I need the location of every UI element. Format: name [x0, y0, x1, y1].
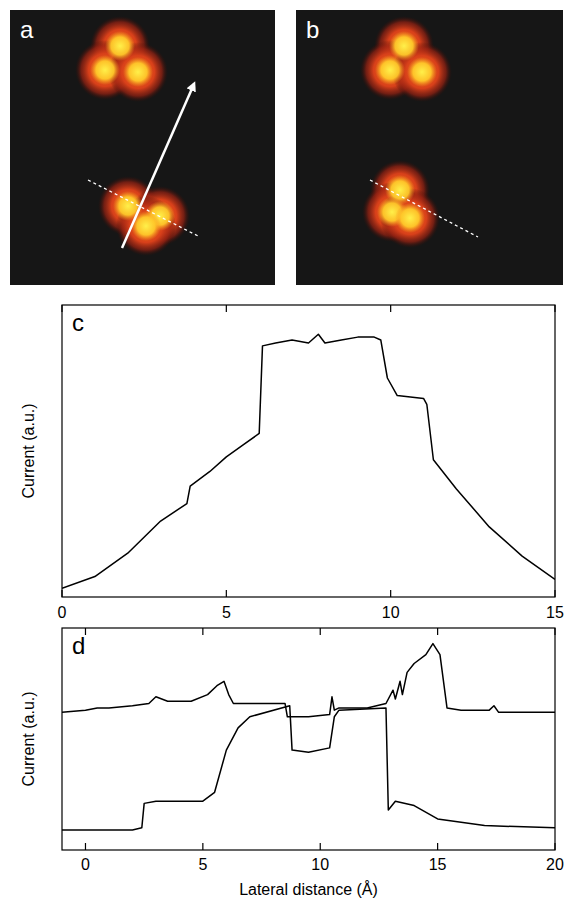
x-tick-top: [320, 628, 321, 635]
panel-label: d: [72, 632, 85, 659]
x-tick: [437, 843, 438, 850]
image-panel: b: [296, 10, 563, 285]
x-tick-top: [202, 628, 203, 635]
x-tick-top: [437, 628, 438, 635]
image-content: [75, 16, 200, 256]
data-line: [62, 706, 555, 830]
x-tick-label: 10: [382, 604, 400, 621]
x-tick: [61, 590, 62, 597]
x-tick: [226, 590, 227, 597]
x-tick-label: 15: [429, 856, 447, 873]
data-line: [62, 644, 555, 717]
image-background: [10, 10, 275, 285]
line-panel: 0 5 10 15 20 Current (a.u.) Lateral distance (…: [20, 628, 564, 898]
x-tick: [390, 590, 391, 597]
molecule-lobe: [395, 203, 425, 233]
image-content: [360, 16, 478, 248]
y-axis-title: Current (a.u.): [20, 691, 37, 786]
x-tick-label: 20: [546, 856, 564, 873]
x-tick-label: 10: [311, 856, 329, 873]
x-tick-label: 0: [81, 856, 90, 873]
y-axis-title: Current (a.u.): [20, 403, 37, 498]
plot-frame: [62, 305, 555, 597]
x-tick: [202, 843, 203, 850]
x-axis-title: Lateral distance (Å): [239, 880, 378, 898]
manipulation-arrow: [122, 84, 194, 248]
x-tick-top: [554, 628, 555, 635]
plot-data: [62, 334, 555, 588]
x-tick: [554, 843, 555, 850]
molecule-lobe: [90, 55, 120, 85]
profile-line: [370, 180, 478, 237]
plot-data: [62, 644, 555, 830]
x-tick-top: [554, 305, 555, 312]
x-tick-label: 5: [198, 856, 207, 873]
data-line: [62, 334, 555, 588]
x-tick: [85, 843, 86, 850]
image-background: [296, 10, 563, 285]
x-tick-top: [226, 305, 227, 312]
panel-label: a: [20, 16, 34, 43]
figure: a b 0 5 10 15 Current (a.u.) c 0 5 10 15 20 Current (…: [0, 0, 573, 906]
line-panel: 0 5 10 15 Current (a.u.) c: [20, 305, 564, 621]
x-tick-label: 0: [58, 604, 67, 621]
x-tick-top: [61, 305, 62, 312]
profile-line: [88, 180, 200, 237]
molecule-lobe: [407, 57, 437, 87]
x-tick: [320, 843, 321, 850]
image-panel: a: [10, 10, 275, 285]
plot-frame: [62, 628, 555, 850]
x-tick-label: 15: [546, 604, 564, 621]
x-tick-label: 5: [222, 604, 231, 621]
x-tick: [554, 590, 555, 597]
panel-label: c: [72, 309, 84, 336]
molecule-lobe: [123, 57, 153, 87]
x-tick-top: [390, 305, 391, 312]
molecule-lobe: [375, 55, 405, 85]
panel-label: b: [306, 16, 319, 43]
